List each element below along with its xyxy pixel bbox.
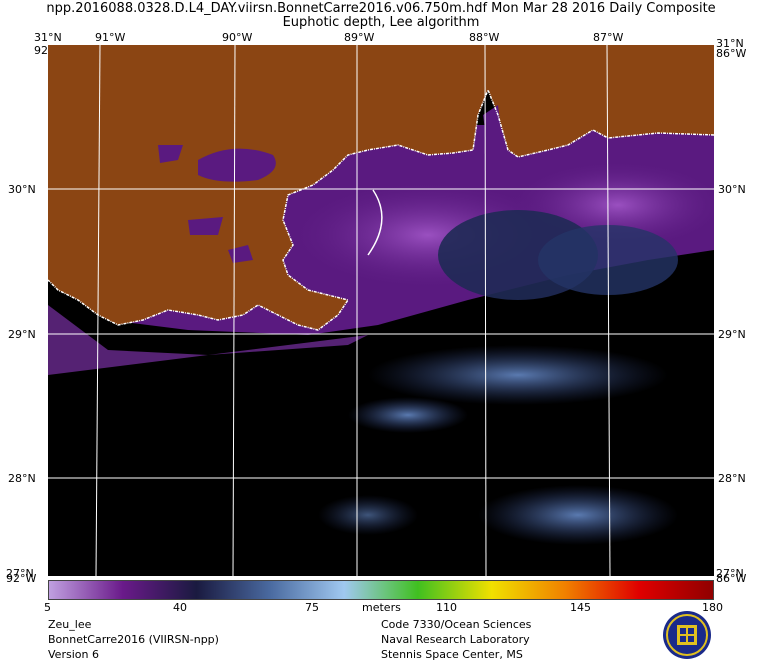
euphotic-depth-map[interactable] [48,45,714,576]
lat-label-28n-right: 28°N [718,472,746,485]
corner-lon-top-right: 86°W [716,47,747,60]
org-code: Code 7330/Ocean Sciences [381,618,532,631]
product-name: Zeu_lee [48,618,92,631]
region-sensor: BonnetCarre2016 (VIIRSN-npp) [48,633,219,646]
lon-label-90w: 90°W [222,31,253,44]
nrl-seal-logo [662,610,712,660]
lat-label-29n-right: 29°N [718,328,746,341]
graticule [48,45,714,576]
org-name: Naval Research Laboratory [381,633,530,646]
lat-label-30n-right: 30°N [718,183,746,196]
lat-label-29n-left: 29°N [8,328,36,341]
corner-lat-top-left: 31°N [34,31,62,44]
colorbar-tick-5: 5 [44,601,51,614]
lake-pontchartrain [198,148,276,182]
colorbar [48,580,714,600]
colorbar-unit: meters [362,601,401,614]
colorbar-tick-180: 180 [702,601,723,614]
colorbar-tick-75: 75 [305,601,319,614]
coastline [48,87,714,331]
product-filename-title: npp.2016088.0328.D.L4_DAY.viirsn.BonnetC… [46,1,716,16]
corner-lat-top-right: 31°N [716,37,744,50]
corner-lon-bottom-left: 92°W [6,572,37,585]
colorbar-tick-145: 145 [570,601,591,614]
lat-label-28n-left: 28°N [8,472,36,485]
colorbar-tick-40: 40 [173,601,187,614]
footer-left: Zeu_lee BonnetCarre2016 (VIIRSN-npp) Ver… [48,617,219,662]
lon-label-89w: 89°W [344,31,375,44]
lon-label-87w: 87°W [593,31,624,44]
org-location: Stennis Space Center, MS [381,648,523,661]
lat-label-30n-left: 30°N [8,183,36,196]
corner-lon-bottom-right: 86°W [716,572,747,585]
corner-lat-bottom-left: 27°N [6,567,34,580]
product-subtitle: Euphotic depth, Lee algorithm [282,15,480,30]
lon-label-91w: 91°W [95,31,126,44]
colorbar-tick-110: 110 [436,601,457,614]
footer-right: Code 7330/Ocean Sciences Naval Research … [381,617,531,662]
version: Version 6 [48,648,99,661]
land-mass [48,45,714,330]
lon-label-88w: 88°W [469,31,500,44]
corner-lat-bottom-right: 27°N [716,567,744,580]
